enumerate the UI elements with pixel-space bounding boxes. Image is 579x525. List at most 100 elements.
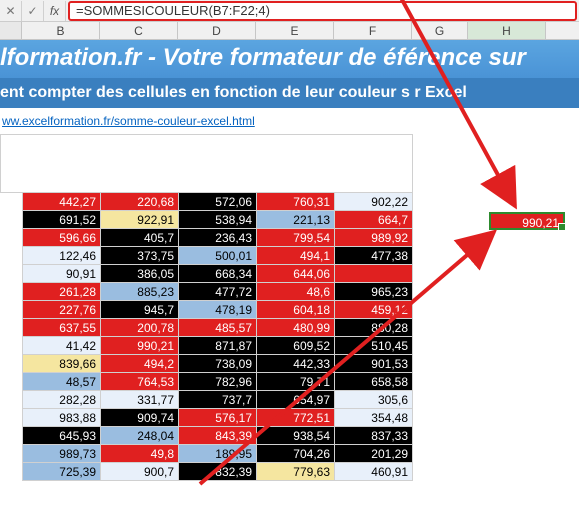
col-head-C[interactable]: C: [100, 22, 178, 39]
cell[interactable]: 900,7: [101, 463, 179, 481]
cell[interactable]: 331,77: [101, 391, 179, 409]
cell[interactable]: 902,22: [335, 193, 413, 211]
cell[interactable]: 442,27: [23, 193, 101, 211]
cell[interactable]: 200,78: [101, 319, 179, 337]
cell[interactable]: 704,26: [257, 445, 335, 463]
cell[interactable]: 494,1: [257, 247, 335, 265]
cell[interactable]: 405,7: [101, 229, 179, 247]
cell[interactable]: 596,66: [23, 229, 101, 247]
cell[interactable]: 832,39: [179, 463, 257, 481]
cell[interactable]: 779,63: [257, 463, 335, 481]
cell[interactable]: 478,19: [179, 301, 257, 319]
cell[interactable]: 938,54: [257, 427, 335, 445]
cell[interactable]: 885,23: [101, 283, 179, 301]
cell[interactable]: 500,01: [179, 247, 257, 265]
cell[interactable]: 494,2: [101, 355, 179, 373]
cell[interactable]: 839,66: [23, 355, 101, 373]
col-head-D[interactable]: D: [178, 22, 256, 39]
link-row: ww.excelformation.fr/somme-couleur-excel…: [0, 108, 579, 134]
cell[interactable]: 945,7: [101, 301, 179, 319]
cell[interactable]: 572,06: [179, 193, 257, 211]
result-cell[interactable]: 990,21: [489, 212, 565, 230]
cell[interactable]: 305,6: [335, 391, 413, 409]
cell[interactable]: 664,7: [335, 211, 413, 229]
col-head-G[interactable]: G: [412, 22, 468, 39]
cell[interactable]: 576,17: [179, 409, 257, 427]
cell[interactable]: 782,96: [179, 373, 257, 391]
cell[interactable]: 477,38: [335, 247, 413, 265]
cell[interactable]: 772,51: [257, 409, 335, 427]
cell[interactable]: 990,21: [101, 337, 179, 355]
cell[interactable]: 658,58: [335, 373, 413, 391]
col-head-B[interactable]: B: [22, 22, 100, 39]
cell[interactable]: 48,6: [257, 283, 335, 301]
col-head-F[interactable]: F: [334, 22, 412, 39]
cell[interactable]: 843,39: [179, 427, 257, 445]
source-link[interactable]: ww.excelformation.fr/somme-couleur-excel…: [2, 114, 255, 128]
cell[interactable]: 668,34: [179, 265, 257, 283]
cell[interactable]: 737,7: [179, 391, 257, 409]
cell[interactable]: 480,99: [257, 319, 335, 337]
cell[interactable]: 989,92: [335, 229, 413, 247]
cell[interactable]: 738,09: [179, 355, 257, 373]
col-head-H[interactable]: H: [468, 22, 546, 39]
cell[interactable]: 764,53: [101, 373, 179, 391]
cell[interactable]: 459,12: [335, 301, 413, 319]
cell[interactable]: 760,31: [257, 193, 335, 211]
cell[interactable]: 373,75: [101, 247, 179, 265]
cell[interactable]: 122,46: [23, 247, 101, 265]
col-head-E[interactable]: E: [256, 22, 334, 39]
cell[interactable]: 354,48: [335, 409, 413, 427]
sheet-area: 442,27220,68572,06760,31902,22691,52922,…: [0, 134, 579, 481]
cell[interactable]: 880,28: [335, 319, 413, 337]
cell[interactable]: 983,88: [23, 409, 101, 427]
cell[interactable]: 49,8: [101, 445, 179, 463]
cell[interactable]: 201,29: [335, 445, 413, 463]
cell[interactable]: 220,68: [101, 193, 179, 211]
cell[interactable]: 510,45: [335, 337, 413, 355]
cell[interactable]: 645,93: [23, 427, 101, 445]
cell[interactable]: 79,71: [257, 373, 335, 391]
cell[interactable]: 477,72: [179, 283, 257, 301]
cell[interactable]: 236,43: [179, 229, 257, 247]
cell[interactable]: 691,52: [23, 211, 101, 229]
cell[interactable]: 909,74: [101, 409, 179, 427]
cell[interactable]: 386,05: [101, 265, 179, 283]
cell[interactable]: [335, 265, 413, 283]
cell[interactable]: 227,76: [23, 301, 101, 319]
cell[interactable]: 604,18: [257, 301, 335, 319]
cell[interactable]: 189,95: [179, 445, 257, 463]
cell[interactable]: 442,33: [257, 355, 335, 373]
formula-confirm-icon[interactable]: ✓: [22, 1, 44, 21]
cell[interactable]: 485,57: [179, 319, 257, 337]
cell[interactable]: 871,87: [179, 337, 257, 355]
cell[interactable]: 989,73: [23, 445, 101, 463]
cell[interactable]: 248,04: [101, 427, 179, 445]
cell[interactable]: 654,97: [257, 391, 335, 409]
cell[interactable]: 538,94: [179, 211, 257, 229]
cell[interactable]: 644,06: [257, 265, 335, 283]
cell[interactable]: 261,28: [23, 283, 101, 301]
cell[interactable]: 609,52: [257, 337, 335, 355]
table-row: 90,91386,05668,34644,06: [1, 265, 413, 283]
cell[interactable]: 837,33: [335, 427, 413, 445]
cell[interactable]: 221,13: [257, 211, 335, 229]
cell[interactable]: 725,39: [23, 463, 101, 481]
cell[interactable]: 41,42: [23, 337, 101, 355]
cell[interactable]: 922,91: [101, 211, 179, 229]
table-row: 442,27220,68572,06760,31902,22: [1, 193, 413, 211]
formula-cancel-icon[interactable]: ✕: [0, 1, 22, 21]
cell[interactable]: 282,28: [23, 391, 101, 409]
cell[interactable]: 965,23: [335, 283, 413, 301]
cell[interactable]: 901,53: [335, 355, 413, 373]
table-row: 983,88909,74576,17772,51354,48: [1, 409, 413, 427]
cell[interactable]: 799,54: [257, 229, 335, 247]
cell[interactable]: 460,91: [335, 463, 413, 481]
grid-body: 442,27220,68572,06760,31902,22691,52922,…: [1, 135, 413, 481]
page-subtitle: ent compter des cellules en fonction de …: [0, 78, 579, 108]
cell[interactable]: 637,55: [23, 319, 101, 337]
fx-icon[interactable]: fx: [44, 1, 66, 21]
cell[interactable]: 48,57: [23, 373, 101, 391]
cell[interactable]: 90,91: [23, 265, 101, 283]
formula-input[interactable]: =SOMMESICOULEUR(B7:F22;4): [68, 1, 577, 21]
